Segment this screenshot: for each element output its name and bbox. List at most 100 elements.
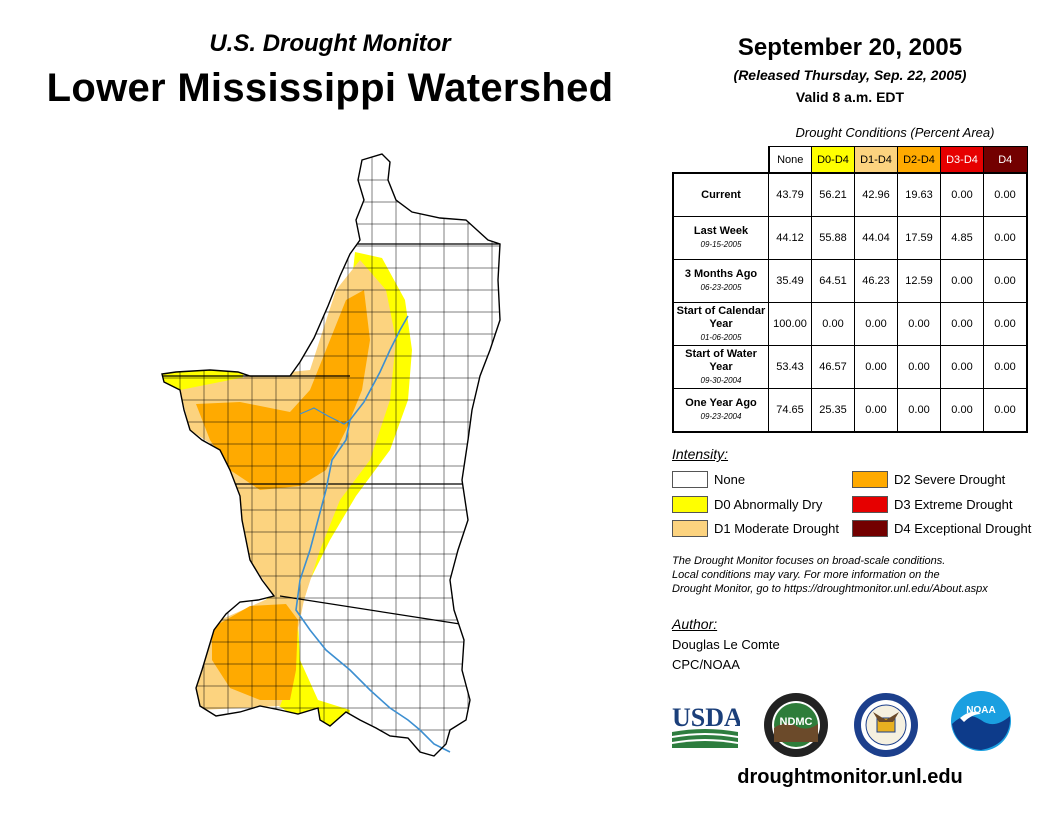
table-cell: 25.35: [811, 388, 855, 433]
col-header-d3-d4: D3-D4: [940, 146, 984, 174]
note-line: Local conditions may vary. For more info…: [672, 569, 940, 581]
table-cell: 100.00: [768, 302, 812, 346]
release-date: (Released Thursday, Sep. 22, 2005): [733, 67, 967, 83]
table-cell: 53.43: [768, 345, 812, 389]
table-row: 3 Months Ago 06-23-2005 35.49 64.51 46.23…: [672, 259, 1028, 303]
table-cell: 0.00: [854, 302, 898, 346]
legend-item-d4: D4 Exceptional Drought: [852, 520, 1031, 537]
drought-conditions-table: None D0-D4 D1-D4 D2-D4 D3-D4 D4 Current …: [672, 146, 1028, 433]
table-cell: 0.00: [983, 172, 1028, 217]
col-header-none: None: [768, 146, 812, 174]
table-cell: 44.12: [768, 216, 812, 260]
table-cell: 0.00: [983, 388, 1028, 433]
table-cell: 4.85: [940, 216, 984, 260]
table-cell: 0.00: [940, 302, 984, 346]
legend-label: D1 Moderate Drought: [714, 521, 840, 536]
table-cell: 0.00: [854, 345, 898, 389]
table-cell: 0.00: [897, 388, 941, 433]
col-header-d1-d4: D1-D4: [854, 146, 898, 174]
table-cell: 12.59: [897, 259, 941, 303]
row-header: Current: [672, 172, 769, 217]
table-cell: 19.63: [897, 172, 941, 217]
table-cell: 35.49: [768, 259, 812, 303]
table-row: Start of Calendar Year 01-06-2005 100.00 …: [672, 302, 1028, 346]
map-subtitle: U.S. Drought Monitor: [209, 30, 451, 57]
author-org: CPC/NOAA: [672, 657, 740, 672]
noaa-logo: NOAA: [951, 691, 1011, 751]
legend-swatch: [852, 496, 888, 513]
website-link[interactable]: droughtmonitor.unl.edu: [737, 766, 963, 788]
col-header-d4: D4: [983, 146, 1028, 174]
table-caption: Drought Conditions (Percent Area): [795, 125, 995, 140]
table-cell: 0.00: [940, 172, 984, 217]
table-cell: 44.04: [854, 216, 898, 260]
table-row: One Year Ago 09-23-2004 74.65 25.35 0.00 …: [672, 388, 1028, 433]
legend-item-d1: D1 Moderate Drought: [672, 520, 839, 537]
legend-label: None: [714, 472, 746, 487]
legend-item-none: None: [672, 471, 745, 488]
table-cell: 0.00: [897, 345, 941, 389]
map-title: Lower Mississippi Watershed: [46, 66, 614, 110]
table-cell: 17.59: [897, 216, 941, 260]
row-header: Start of Calendar Year 01-06-2005: [672, 302, 769, 346]
col-header-d2-d4: D2-D4: [897, 146, 941, 174]
legend-label: D0 Abnormally Dry: [714, 497, 823, 512]
intensity-label: Intensity:: [672, 446, 729, 462]
table-cell: 74.65: [768, 388, 812, 433]
mississippi-river: [295, 315, 451, 753]
table-cell: 0.00: [940, 259, 984, 303]
author-label: Author:: [672, 616, 718, 632]
note-line: The Drought Monitor focuses on broad-sca…: [672, 555, 946, 567]
legend-label: D3 Extreme Drought: [894, 497, 1013, 512]
table-cell: 64.51: [811, 259, 855, 303]
table-cell: 0.00: [940, 388, 984, 433]
legend-item-d0: D0 Abnormally Dry: [672, 496, 822, 513]
table-cell: 0.00: [983, 345, 1028, 389]
table-cell: 0.00: [983, 216, 1028, 260]
col-header-d0-d4: D0-D4: [811, 146, 855, 174]
row-header: Start of Water Year 09-30-2004: [672, 345, 769, 389]
legend-swatch: [852, 471, 888, 488]
svg-text:USDA: USDA: [672, 703, 740, 732]
row-header: One Year Ago 09-23-2004: [672, 388, 769, 433]
table-cell: 43.79: [768, 172, 812, 217]
table-cell: 0.00: [897, 302, 941, 346]
table-cell: 0.00: [854, 388, 898, 433]
legend-swatch: [672, 471, 708, 488]
legend-swatch: [672, 496, 708, 513]
table-cell: 0.00: [940, 345, 984, 389]
table-row: Start of Water Year 09-30-2004 53.43 46.5…: [672, 345, 1028, 389]
legend-item-d3: D3 Extreme Drought: [852, 496, 1013, 513]
table-cell: 0.00: [983, 302, 1028, 346]
legend-item-d2: D2 Severe Drought: [852, 471, 1005, 488]
table-cell: 46.57: [811, 345, 855, 389]
table-row: Current 43.79 56.21 42.96 19.63 0.00 0.0…: [672, 172, 1028, 217]
table-cell: 55.88: [811, 216, 855, 260]
table-corner: [673, 146, 770, 174]
svg-text:NDMC: NDMC: [780, 716, 813, 728]
legend-label: D4 Exceptional Drought: [894, 521, 1032, 536]
d2-severe-drought-area-south: [212, 604, 298, 700]
table-cell: 0.00: [983, 259, 1028, 303]
ndmc-logo: NDMC: [764, 693, 828, 757]
red-river: [299, 407, 351, 425]
table-cell: 0.00: [811, 302, 855, 346]
valid-time: Valid 8 a.m. EDT: [795, 89, 905, 105]
commerce-seal-logo: [854, 693, 918, 757]
legend-swatch: [672, 520, 708, 537]
row-header: Last Week 09-15-2005: [672, 216, 769, 260]
table-cell: 56.21: [811, 172, 855, 217]
disclaimer-note: The Drought Monitor focuses on broad-sca…: [672, 554, 1042, 596]
svg-text:NOAA: NOAA: [966, 705, 995, 716]
table-cell: 42.96: [854, 172, 898, 217]
d2-severe-drought-area-north: [196, 290, 370, 490]
legend-swatch: [852, 520, 888, 537]
row-header: 3 Months Ago 06-23-2005: [672, 259, 769, 303]
author-name: Douglas Le Comte: [672, 637, 780, 652]
legend-label: D2 Severe Drought: [894, 472, 1006, 487]
note-line: Drought Monitor, go to https://droughtmo…: [672, 583, 988, 595]
table-cell: 46.23: [854, 259, 898, 303]
usda-logo: USDA: [672, 703, 740, 748]
watershed-map: [161, 153, 501, 757]
table-row: Last Week 09-15-2005 44.12 55.88 44.04 17…: [672, 216, 1028, 260]
